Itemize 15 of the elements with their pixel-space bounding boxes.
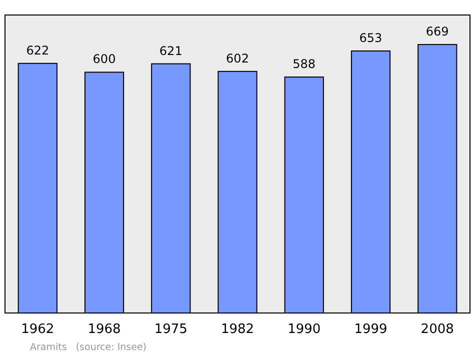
data-label: 622	[26, 43, 50, 58]
data-label: 669	[426, 24, 449, 39]
x-tick-label: 2008	[420, 322, 454, 337]
x-tick-label: 1968	[88, 322, 121, 337]
x-tick-label: 1990	[288, 322, 321, 337]
data-label: 588	[292, 57, 316, 72]
data-label: 602	[226, 51, 249, 66]
x-tick-label: 1982	[220, 322, 254, 337]
data-label: 621	[159, 44, 182, 58]
data-label: 653	[359, 30, 382, 45]
data-label: 600	[92, 52, 116, 66]
x-tick-label: 1999	[354, 322, 388, 337]
x-tick-label: 1975	[154, 322, 188, 337]
x-tick-label: 1962	[21, 322, 54, 337]
text: Aramits (source: Insee)	[30, 342, 146, 353]
